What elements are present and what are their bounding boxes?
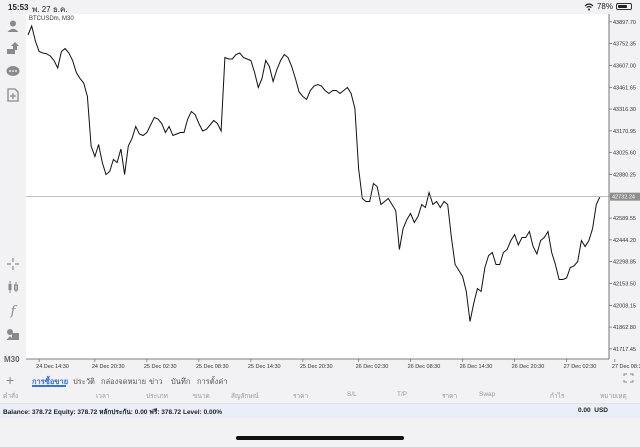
col-size[interactable]: ขนาด bbox=[193, 393, 210, 400]
timeframe-button[interactable]: M30 bbox=[4, 355, 20, 364]
col-tp[interactable]: T/P bbox=[397, 391, 408, 398]
battery-icon bbox=[616, 3, 632, 10]
y-axis-ticks: 43897.70 43752.35 43607.00 43461.65 43316.30… bbox=[609, 20, 636, 353]
col-swap[interactable]: Swap bbox=[479, 391, 496, 398]
y-tick-label: 43461.65 bbox=[613, 85, 636, 91]
download-icon[interactable] bbox=[5, 40, 21, 56]
x-tick-label: 26 Dec 20:30 bbox=[512, 364, 545, 370]
balance-profit: 0.00 USD bbox=[578, 407, 608, 414]
tab-mailbox[interactable]: กล่องจดหมาย bbox=[101, 377, 147, 386]
y-tick-label: 42444.20 bbox=[613, 238, 636, 244]
x-tick-label: 27 Dec 02:30 bbox=[564, 364, 597, 370]
objects-icon[interactable] bbox=[5, 326, 21, 342]
home-indicator[interactable] bbox=[236, 436, 404, 440]
x-tick-label: 24 Dec 20:30 bbox=[92, 364, 125, 370]
plot-background bbox=[26, 14, 609, 359]
y-tick-label: 43316.30 bbox=[613, 107, 636, 113]
trade-table-header: คำสั่ง เวลา ประเภท ขนาด สัญลักษณ์ ราคา S… bbox=[0, 389, 640, 404]
x-axis-ticks: 24 Dec 14:30 24 Dec 20:30 25 Dec 02:30 25 D… bbox=[36, 359, 640, 370]
x-tick-label: 26 Dec 02:30 bbox=[356, 364, 389, 370]
current-price-label: 42732.24 bbox=[612, 195, 635, 201]
price-chart[interactable]: 43897.70 43752.35 43607.00 43461.65 43316.30… bbox=[26, 14, 640, 370]
chart-symbol-label: BTCUSDm, M30 bbox=[29, 16, 74, 22]
col-price[interactable]: ราคา bbox=[293, 393, 309, 400]
tab-settings[interactable]: การตั้งค่า bbox=[197, 377, 228, 386]
chat-icon[interactable] bbox=[5, 63, 21, 79]
x-tick-label: 26 Dec 08:30 bbox=[408, 364, 441, 370]
y-tick-label: 43607.00 bbox=[613, 63, 636, 69]
balance-bar: Balance: 378.72 Equity: 378.72 หลักประกั… bbox=[0, 404, 640, 418]
y-tick-label: 42298.85 bbox=[613, 260, 636, 266]
tab-history[interactable]: ประวัติ bbox=[73, 377, 95, 386]
balance-currency: USD bbox=[594, 407, 608, 414]
crosshair-icon[interactable] bbox=[5, 256, 21, 272]
x-tick-label: 25 Dec 14:30 bbox=[248, 364, 281, 370]
left-toolbar: f M30 bbox=[0, 14, 25, 369]
x-tick-label: 25 Dec 02:30 bbox=[144, 364, 177, 370]
new-order-icon[interactable] bbox=[5, 87, 21, 103]
x-tick-label: 24 Dec 14:30 bbox=[36, 364, 69, 370]
status-date: พ. 27 ธ.ค. bbox=[32, 5, 68, 14]
x-tick-label: 25 Dec 20:30 bbox=[300, 364, 333, 370]
toolbox-tabs: + การซื้อขาย ประวัติ กล่องจดหมาย ข่าว บั… bbox=[0, 371, 640, 389]
col-sl[interactable]: S/L bbox=[347, 391, 357, 398]
y-tick-label: 43752.35 bbox=[613, 42, 636, 48]
y-tick-label: 41717.45 bbox=[613, 347, 636, 353]
y-tick-label: 42153.50 bbox=[613, 281, 636, 287]
price-series-line bbox=[27, 24, 601, 322]
y-tick-label: 42008.15 bbox=[613, 303, 636, 309]
status-bar: 15:53 พ. 27 ธ.ค. 78% bbox=[0, 0, 640, 14]
y-tick-label: 41862.80 bbox=[613, 325, 636, 331]
candles-icon[interactable] bbox=[5, 279, 21, 295]
y-tick-label: 43897.70 bbox=[613, 20, 636, 26]
x-tick-label: 25 Dec 08:30 bbox=[196, 364, 229, 370]
col-type[interactable]: ประเภท bbox=[146, 393, 168, 400]
current-price-tag bbox=[610, 192, 640, 201]
active-tab-indicator bbox=[32, 385, 66, 387]
tab-news[interactable]: ข่าว bbox=[149, 377, 163, 386]
col-profit[interactable]: กำไร bbox=[550, 393, 565, 400]
status-time: 15:53 bbox=[8, 3, 29, 12]
y-tick-label: 42880.25 bbox=[613, 172, 636, 178]
col-symbol[interactable]: สัญลักษณ์ bbox=[231, 393, 259, 400]
account-icon[interactable] bbox=[5, 18, 21, 34]
add-icon[interactable]: + bbox=[6, 372, 15, 388]
battery-percent: 78% bbox=[596, 2, 613, 11]
col-order[interactable]: คำสั่ง bbox=[3, 393, 19, 400]
y-tick-label: 43170.95 bbox=[613, 129, 636, 135]
tab-journal[interactable]: บันทึก bbox=[171, 377, 191, 386]
x-tick-label: 26 Dec 14:30 bbox=[460, 364, 493, 370]
balance-summary: Balance: 378.72 Equity: 378.72 หลักประกั… bbox=[3, 409, 222, 416]
screen-toggle-icon[interactable] bbox=[623, 373, 634, 386]
tab-trade[interactable]: การซื้อขาย bbox=[32, 377, 69, 386]
indicator-icon[interactable]: f bbox=[10, 303, 16, 319]
col-time[interactable]: เวลา bbox=[96, 393, 110, 400]
y-tick-label: 43025.60 bbox=[613, 151, 636, 157]
y-tick-label: 42589.55 bbox=[613, 216, 636, 222]
col-current-price[interactable]: ราคา bbox=[442, 393, 458, 400]
balance-profit-value: 0.00 bbox=[577, 407, 591, 414]
col-comment[interactable]: หมายเหตุ bbox=[600, 393, 627, 400]
x-tick-label: 27 Dec 08:30 bbox=[612, 364, 640, 370]
status-right: 78% bbox=[584, 2, 632, 11]
chart-svg[interactable]: 43897.70 43752.35 43607.00 43461.65 43316.30… bbox=[26, 14, 640, 370]
wifi-icon bbox=[584, 2, 594, 10]
